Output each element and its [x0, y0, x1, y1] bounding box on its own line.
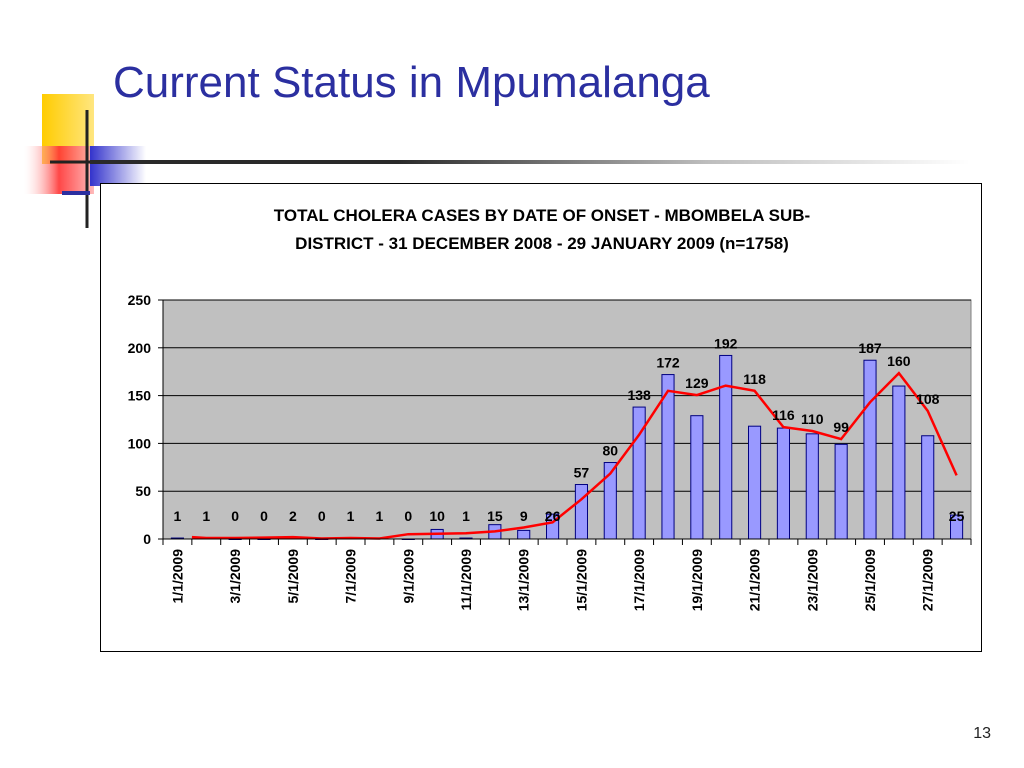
y-tick-label: 0 [143, 531, 151, 547]
data-label: 99 [833, 419, 849, 435]
x-tick-label: 3/1/2009 [227, 549, 243, 604]
data-label: 0 [318, 508, 326, 524]
bar [776, 427, 790, 540]
data-label: 1 [376, 508, 384, 524]
decorative-corner-graphic [24, 94, 150, 228]
y-tick-label: 50 [135, 483, 151, 499]
x-tick-label: 5/1/2009 [285, 549, 301, 604]
data-label: 57 [574, 465, 590, 481]
x-tick-label: 23/1/2009 [804, 549, 820, 611]
cholera-cases-chart: TOTAL CHOLERA CASES BY DATE OF ONSET - M… [128, 206, 972, 611]
trend-line [191, 371, 958, 540]
data-label: 1 [202, 508, 210, 524]
bar [892, 385, 906, 540]
chart-title-line1: TOTAL CHOLERA CASES BY DATE OF ONSET - M… [274, 206, 810, 225]
plot-area [162, 299, 972, 540]
bar [863, 359, 877, 540]
data-label: 9 [520, 508, 528, 524]
data-label: 26 [545, 508, 561, 524]
x-tick-label: 19/1/2009 [689, 549, 705, 611]
x-tick-label: 11/1/2009 [458, 549, 474, 611]
x-tick-label: 7/1/2009 [343, 549, 359, 604]
data-label: 110 [801, 411, 824, 427]
data-label: 129 [685, 375, 709, 391]
x-tick-label: 13/1/2009 [516, 549, 532, 611]
data-label: 187 [858, 340, 882, 356]
data-label: 1 [174, 508, 182, 524]
bars [170, 354, 964, 540]
y-tick-label: 100 [128, 435, 152, 451]
bar [748, 425, 762, 540]
data-label: 15 [487, 508, 503, 524]
y-tick-label: 200 [128, 340, 152, 356]
page-number: 13 [973, 725, 991, 742]
x-tick-label: 9/1/2009 [400, 549, 416, 604]
bar [517, 529, 531, 540]
x-tick-label: 1/1/2009 [169, 549, 185, 604]
data-label: 1 [462, 508, 470, 524]
data-label: 108 [916, 391, 940, 407]
title-underline-rule [90, 160, 970, 164]
data-label: 172 [656, 355, 680, 371]
y-tick-label: 250 [128, 292, 152, 308]
bar [805, 433, 819, 540]
bar [921, 435, 935, 540]
x-tick-label: 17/1/2009 [631, 549, 647, 611]
data-label: 160 [887, 353, 911, 369]
chart-title-line2: DISTRICT - 31 DECEMBER 2008 - 29 JANUARY… [295, 234, 789, 253]
bar [719, 354, 733, 540]
data-label: 118 [743, 371, 766, 387]
data-label: 80 [602, 443, 618, 459]
data-label: 116 [772, 407, 795, 423]
data-label: 1 [347, 508, 355, 524]
data-label: 0 [231, 508, 239, 524]
x-tick-label: 15/1/2009 [573, 549, 589, 611]
x-tick-label: 25/1/2009 [862, 549, 878, 611]
deco-red-bar [24, 146, 94, 194]
trendline-group [191, 371, 958, 540]
data-label: 10 [429, 508, 445, 524]
chart-frame: TOTAL CHOLERA CASES BY DATE OF ONSET - M… [100, 183, 982, 652]
y-tick-label: 150 [128, 388, 152, 404]
data-label: 25 [949, 508, 965, 524]
deco-blue-bar [90, 146, 146, 186]
x-tick-label: 21/1/2009 [747, 549, 763, 611]
data-label: 192 [714, 335, 738, 351]
x-tick-label: 27/1/2009 [920, 549, 936, 611]
bar [690, 415, 704, 540]
data-label: 138 [627, 387, 651, 403]
bar [834, 443, 848, 540]
data-label: 0 [404, 508, 412, 524]
data-label: 0 [260, 508, 268, 524]
bar [574, 484, 588, 540]
data-label: 2 [289, 508, 297, 524]
slide-title: Current Status in Mpumalanga [113, 58, 710, 107]
